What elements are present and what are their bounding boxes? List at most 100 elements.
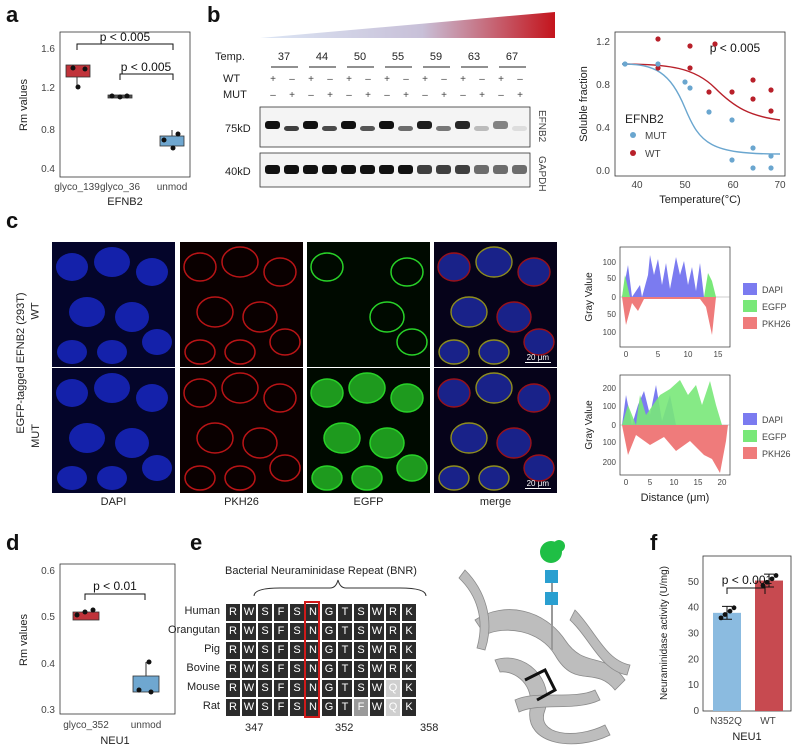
sign-wt-0: +	[270, 74, 276, 85]
residue-cell: G	[322, 680, 336, 697]
f-ytick-3: 30	[688, 629, 700, 640]
sign-mut-2: –	[308, 90, 314, 101]
sign-mut-4: –	[346, 90, 352, 101]
b-gapdh: GAPDH	[536, 156, 547, 192]
data-point	[722, 612, 728, 617]
gapdh-band	[284, 165, 299, 174]
residue-cell: R	[226, 642, 240, 659]
bc-ytick-1: 0.4	[596, 123, 610, 134]
bc-sig: p < 0.005	[710, 41, 761, 55]
c-leg-pkh-2: PKH26	[762, 449, 791, 459]
residue-cell: S	[354, 642, 368, 659]
efnb2-band	[360, 126, 375, 131]
n352-highlight-box	[304, 601, 320, 718]
temp-label-55: 55	[392, 51, 404, 63]
d-ylabel: Rm values	[18, 614, 30, 666]
sign-wt-7: –	[403, 74, 409, 85]
residue-cell: T	[338, 661, 352, 678]
gapdh-band	[379, 165, 394, 174]
sign-mut-10: –	[460, 90, 466, 101]
c-col-merge: merge	[479, 496, 512, 508]
residue-cell: N	[306, 604, 320, 621]
gapdh-band	[474, 165, 489, 174]
f-ytick-0: 0	[693, 706, 699, 717]
c-bot-x2: 10	[670, 478, 679, 487]
sign-mut-0: –	[270, 90, 276, 101]
residue-cell: S	[258, 623, 272, 640]
residue-cell: G	[322, 623, 336, 640]
bc-legend-title: EFNB2	[625, 112, 664, 126]
sign-wt-4: +	[346, 74, 352, 85]
gapdh-band	[322, 165, 337, 174]
sign-mut-6: –	[384, 90, 390, 101]
f-xlabel: NEU1	[732, 731, 761, 743]
panel-label-a: a	[6, 2, 19, 27]
sign-mut-9: +	[441, 90, 447, 101]
sign-mut-7: +	[403, 90, 409, 101]
a-xtick-1: glyco_36	[100, 182, 140, 193]
gapdh-band	[493, 165, 508, 174]
c-col-pkh26: PKH26	[224, 496, 259, 508]
residue-cell: S	[290, 699, 304, 716]
micrograph-mut-dapi	[52, 368, 175, 493]
sign-wt-6: +	[384, 74, 390, 85]
residue-cell: R	[226, 699, 240, 716]
residue-cell: W	[242, 680, 256, 697]
residue-cell: T	[338, 642, 352, 659]
residue-cell: S	[290, 661, 304, 678]
residue-cell: F	[274, 623, 288, 640]
sign-wt-9: –	[441, 74, 447, 85]
residue-cell: R	[226, 661, 240, 678]
residue-cell: F	[274, 661, 288, 678]
residue-cell: W	[242, 623, 256, 640]
residue-cell: N	[306, 680, 320, 697]
b-wt-label: WT	[223, 73, 240, 85]
residue-cell: K	[402, 699, 416, 716]
error-bar	[722, 605, 732, 620]
panel-d-chart: 0.3 0.4 0.5 0.6 Rm values p < 0.01 glyco…	[18, 563, 176, 747]
f-xtick-1: WT	[760, 716, 776, 727]
gapdh-band	[436, 165, 451, 174]
a-xtick-0: glyco_139	[54, 182, 100, 193]
c-top-ylabel: Gray Value	[584, 272, 595, 322]
residue-cell: W	[370, 661, 384, 678]
micrograph-mut-pkh26	[180, 368, 303, 493]
c-top-x2: 10	[684, 350, 693, 359]
residue-cell: N	[306, 699, 320, 716]
bc-xlabel: Temperature(°C)	[659, 194, 740, 206]
residue-cell: F	[274, 642, 288, 659]
residue-cell: G	[322, 642, 336, 659]
c-top-x0: 0	[624, 350, 629, 359]
c-bot-x0: 0	[624, 478, 629, 487]
residue-cell: K	[402, 642, 416, 659]
residue-cell: G	[322, 661, 336, 678]
bc-legend-mut: MUT	[645, 131, 667, 142]
f-ylabel: Neuraminidase activity (U/mg)	[659, 566, 670, 700]
sign-wt-8: +	[422, 74, 428, 85]
panel-b-curve: 0.0 0.4 0.8 1.2 40 50 60 70 Soluble frac…	[578, 31, 786, 206]
species-rat: Rat	[202, 700, 220, 712]
data-point	[773, 573, 779, 578]
c-top-y2: 0	[612, 293, 617, 302]
d-xlabel: NEU1	[100, 735, 129, 747]
c-bot-x1: 5	[648, 478, 653, 487]
residue-cell: G	[322, 604, 336, 621]
sign-mut-12: –	[498, 90, 504, 101]
gapdh-band	[265, 165, 280, 174]
c-side-label: EGFP-tagged EFNB2 (293T)	[15, 292, 27, 434]
a-xtick-2: unmod	[157, 182, 188, 193]
sign-wt-13: –	[517, 74, 523, 85]
bc-xtick-3: 70	[774, 180, 786, 191]
species-mouse: Mouse	[186, 681, 220, 693]
b-efnb2: EFNB2	[536, 110, 547, 143]
scale-bar: 20 μm	[524, 479, 551, 489]
efnb2-band	[341, 121, 356, 129]
residue-cell: Q	[386, 699, 400, 716]
error-bar	[764, 573, 774, 588]
c-leg-dapi-2: DAPI	[762, 415, 783, 425]
b-temp-label: Temp.	[215, 51, 245, 63]
species-orangutan: Orangutan	[168, 624, 220, 636]
residue-cell: G	[322, 699, 336, 716]
sign-wt-3: –	[327, 74, 333, 85]
residue-cell: W	[370, 642, 384, 659]
